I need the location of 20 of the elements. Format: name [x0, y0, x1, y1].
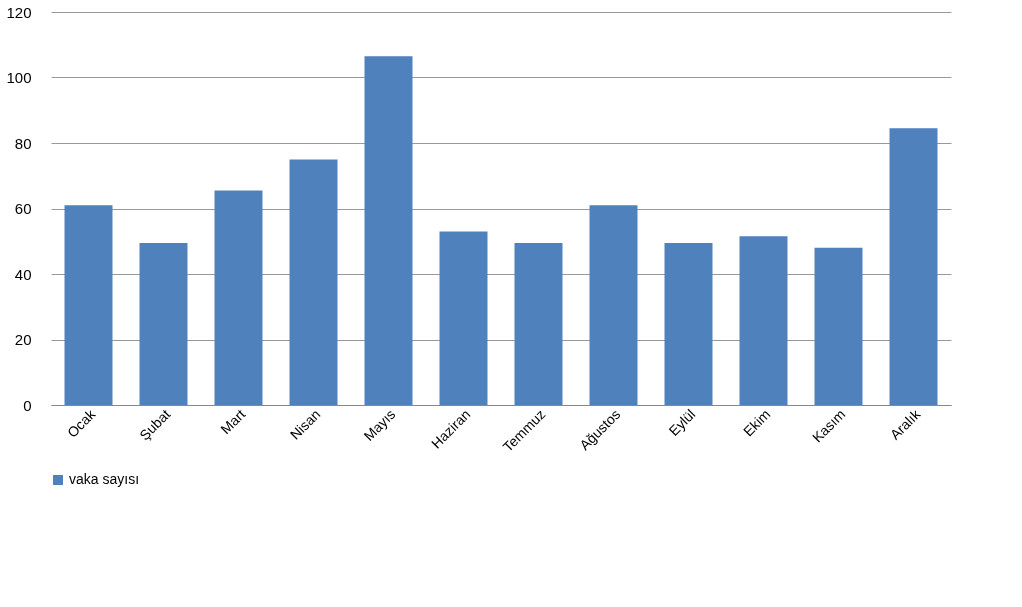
- y-tick-label: 20: [14, 331, 32, 348]
- bar: [814, 247, 863, 405]
- y-tick-label: 40: [14, 265, 32, 283]
- bar: [289, 159, 338, 405]
- legend-label: vaka sayısı: [69, 471, 140, 487]
- bar: [439, 231, 488, 405]
- y-tick-label: 100: [6, 69, 32, 86]
- bar: [364, 56, 413, 405]
- bar: [64, 205, 113, 405]
- bar: [139, 242, 188, 405]
- bar: [514, 242, 563, 405]
- bar: [589, 205, 638, 405]
- y-tick-label: 80: [14, 134, 32, 152]
- bar: [889, 128, 938, 405]
- bar: [664, 242, 713, 405]
- bar: [214, 190, 263, 405]
- y-tick-label: 0: [23, 396, 32, 414]
- y-tick-label: 60: [14, 200, 32, 217]
- y-tick-label: 120: [6, 3, 32, 21]
- bar: [739, 236, 788, 405]
